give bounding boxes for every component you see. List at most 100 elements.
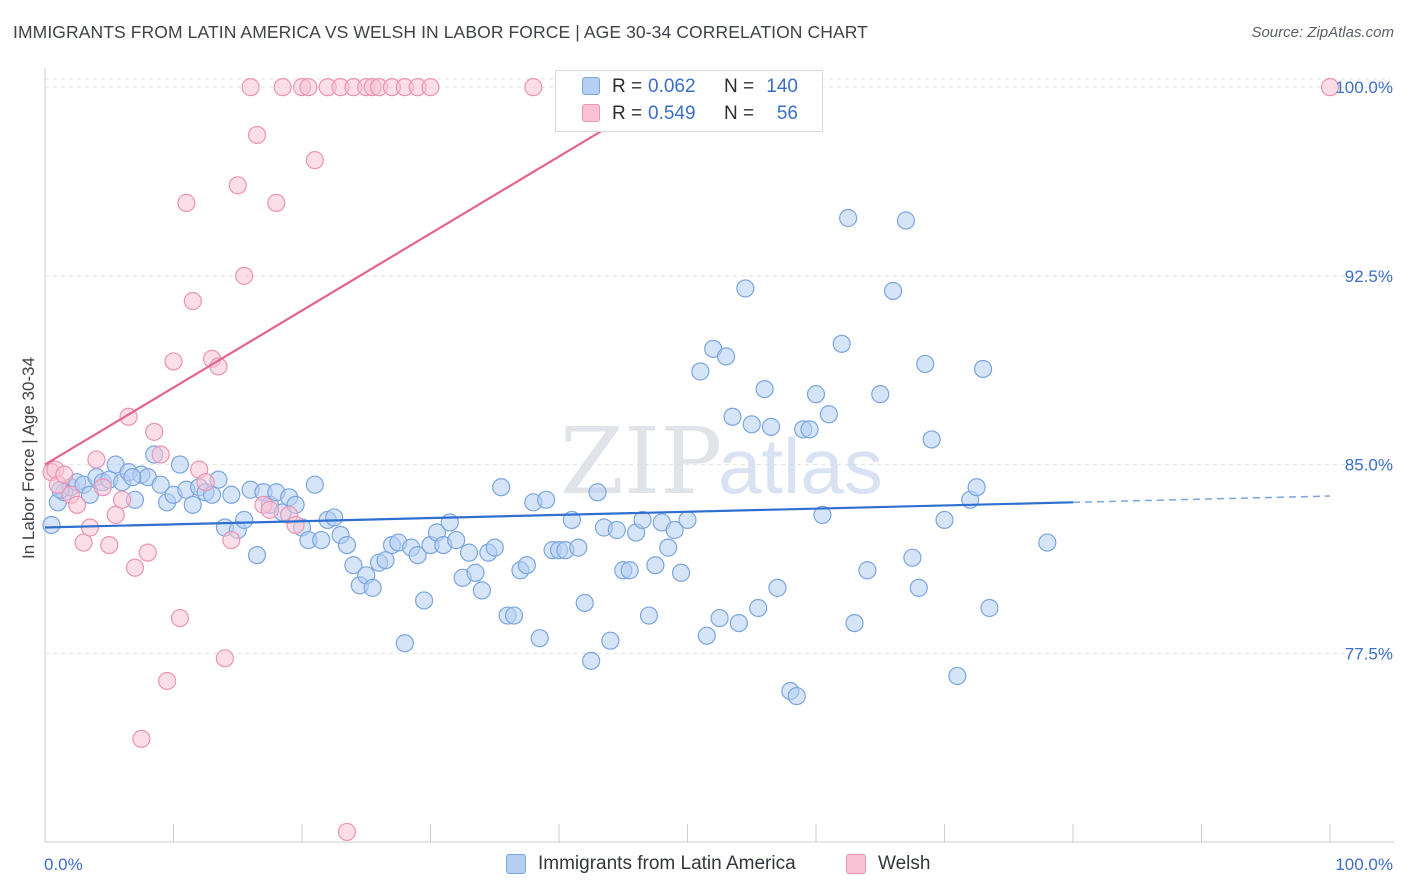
latin-america-point xyxy=(472,581,491,600)
latin-america-point xyxy=(903,548,922,567)
legend-row-latin-america: R = 0.062 N = 140 xyxy=(556,74,822,100)
latin-america-point xyxy=(639,606,659,625)
welsh-point xyxy=(241,78,260,97)
latin-america-point xyxy=(768,578,787,597)
n-value: 56 xyxy=(776,103,798,124)
y-tick-label: 77.5% xyxy=(1345,644,1393,663)
welsh-trend-line xyxy=(44,86,676,466)
latin-america-point xyxy=(363,578,382,597)
latin-america-point xyxy=(607,520,626,540)
latin-america-point xyxy=(575,593,594,613)
latin-america-point xyxy=(646,556,665,575)
latin-america-point xyxy=(871,385,890,404)
latin-america-point xyxy=(755,379,774,399)
latin-america-point xyxy=(948,666,967,686)
latin-america-point xyxy=(170,455,190,474)
axes xyxy=(44,68,1394,843)
legend-swatch-pink xyxy=(582,104,600,122)
trend-lines xyxy=(44,86,1331,529)
latin-america-point xyxy=(909,578,928,597)
latin-america-point xyxy=(922,430,941,449)
latin-america-point xyxy=(312,530,331,550)
latin-america-point xyxy=(736,279,755,298)
latin-america-point xyxy=(980,598,999,618)
bottom-swatch-blue xyxy=(506,854,526,874)
welsh-point xyxy=(106,505,125,525)
bottom-legend-label: Welsh xyxy=(878,853,931,874)
latin-america-point xyxy=(659,538,678,557)
welsh-point xyxy=(286,515,305,535)
latin-america-point xyxy=(408,546,427,565)
welsh-point xyxy=(215,649,234,668)
latin-america-point xyxy=(582,651,601,670)
welsh-point xyxy=(1320,78,1340,97)
latin-america-point xyxy=(800,420,819,439)
welsh-point xyxy=(305,151,324,170)
latin-america-point xyxy=(896,211,916,230)
welsh-point xyxy=(421,78,440,97)
latin-america-point xyxy=(1038,533,1057,552)
latin-america-point xyxy=(588,483,607,502)
latin-america-point xyxy=(447,530,466,550)
grid-lines xyxy=(45,78,1390,654)
latin-america-trend-line xyxy=(44,501,1074,529)
welsh-point xyxy=(145,422,164,441)
r-label: R = xyxy=(612,76,643,97)
welsh-point xyxy=(177,193,196,213)
latin-america-point xyxy=(530,629,549,648)
latin-america-point xyxy=(973,359,993,379)
latin-america-point xyxy=(787,686,806,706)
welsh-point xyxy=(235,266,254,285)
latin-america-point xyxy=(620,561,639,580)
latin-america-point xyxy=(697,626,716,645)
welsh-point xyxy=(164,352,183,371)
latin-america-point xyxy=(601,631,620,650)
n-label: N = xyxy=(724,103,755,124)
latin-america-point xyxy=(247,546,267,565)
welsh-point xyxy=(74,533,93,552)
r-value: 0.062 xyxy=(648,76,696,97)
r-label: R = xyxy=(612,103,643,124)
welsh-point xyxy=(183,291,202,311)
welsh-point xyxy=(267,193,286,213)
welsh-point xyxy=(273,78,292,97)
welsh-point xyxy=(247,125,267,145)
latin-america-point xyxy=(42,515,61,535)
stats-legend: R = 0.062 N = 140 R = 0.549 N = 56 xyxy=(555,70,823,132)
latin-america-point xyxy=(517,556,536,575)
latin-america-point xyxy=(710,608,729,628)
latin-america-point xyxy=(485,538,504,557)
data-points xyxy=(42,78,1340,842)
latin-america-point xyxy=(967,478,986,497)
latin-america-point xyxy=(678,510,697,530)
latin-america-point xyxy=(742,415,761,434)
bottom-swatch-pink xyxy=(846,854,866,874)
source-label: Source: ZipAtlas.com xyxy=(1251,24,1394,41)
latin-america-point xyxy=(819,405,838,424)
welsh-point xyxy=(524,78,543,97)
latin-america-point xyxy=(183,495,202,514)
latin-america-point xyxy=(935,510,954,530)
latin-america-point xyxy=(537,490,556,509)
welsh-point xyxy=(222,530,241,550)
latin-america-point xyxy=(376,551,395,570)
welsh-point xyxy=(112,490,132,509)
welsh-point xyxy=(228,176,247,195)
latin-america-point xyxy=(305,475,324,494)
latin-america-point xyxy=(716,347,736,366)
latin-america-point xyxy=(883,281,903,301)
welsh-point xyxy=(93,478,112,497)
n-value: 140 xyxy=(766,76,798,97)
latin-america-point xyxy=(395,634,414,653)
latin-america-point xyxy=(222,485,241,504)
latin-america-point xyxy=(916,354,935,374)
latin-america-point xyxy=(466,563,485,582)
latin-america-point xyxy=(858,561,877,580)
latin-america-point xyxy=(729,613,749,633)
latin-america-point xyxy=(569,538,588,557)
welsh-point xyxy=(260,500,279,519)
bottom-legend-label: Immigrants from Latin America xyxy=(538,853,796,874)
latin-america-point xyxy=(691,362,710,381)
chart-title: IMMIGRANTS FROM LATIN AMERICA VS WELSH I… xyxy=(13,22,868,42)
